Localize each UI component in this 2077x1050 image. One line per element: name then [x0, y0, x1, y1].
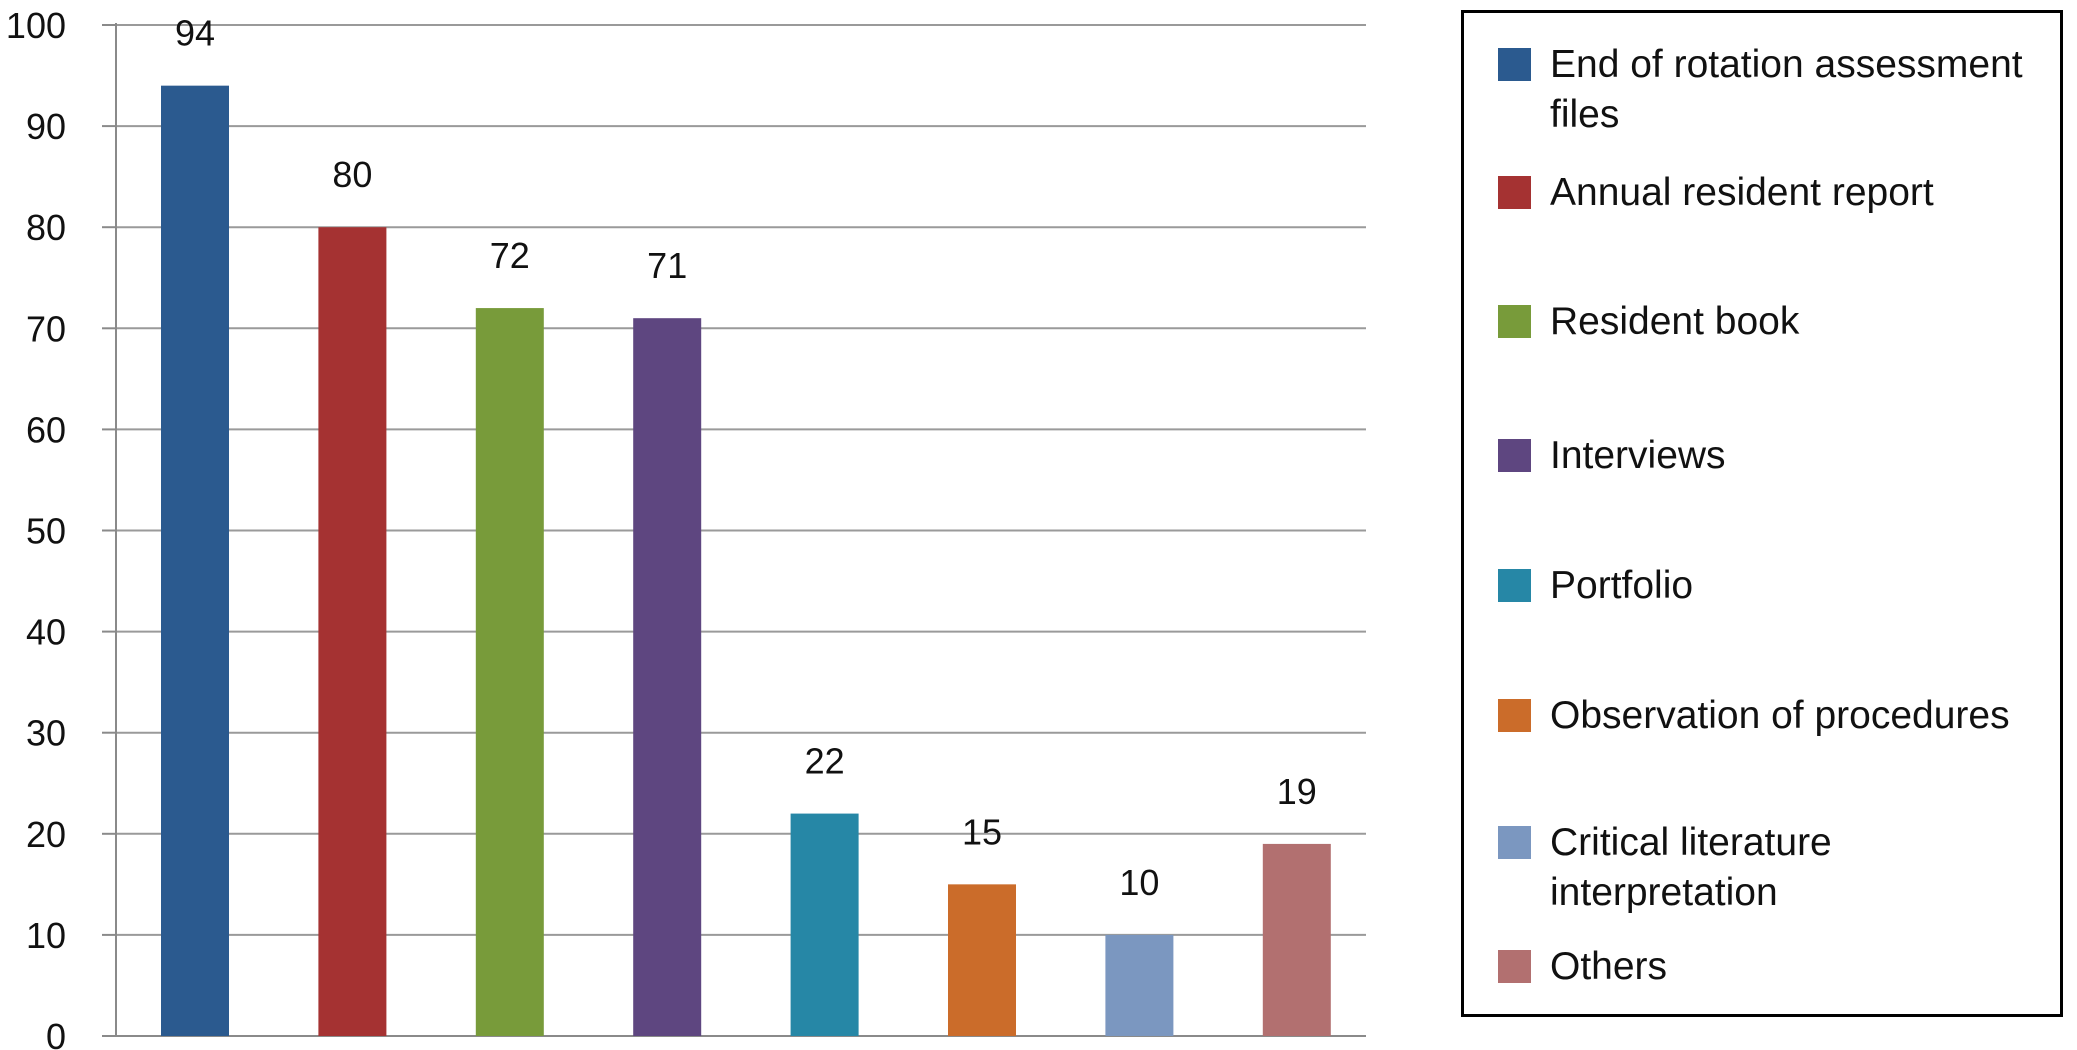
y-tick-label: 20 — [26, 814, 66, 855]
legend-label: Critical literature interpretation — [1550, 821, 1832, 914]
y-tick-label: 70 — [26, 308, 66, 349]
legend-item-observation-of-procedures: Observation of procedures — [1498, 691, 2058, 741]
bar — [318, 227, 387, 1036]
legend-item-resident-book: Resident book — [1498, 297, 2058, 347]
legend: End of rotation assessment files Annual … — [1461, 10, 2063, 1017]
legend-swatch — [1498, 950, 1531, 983]
y-tick-label: 30 — [26, 713, 66, 754]
data-label: 94 — [175, 13, 215, 54]
data-label: 10 — [1119, 862, 1159, 903]
y-tick-label: 50 — [26, 511, 66, 552]
y-tick-label: 90 — [26, 106, 66, 147]
legend-swatch — [1498, 48, 1531, 81]
plot-area: 0 10 20 30 40 50 60 70 80 90 100 94 80 72 71 22 15 10 19 — [6, 5, 1366, 1050]
bar — [475, 308, 544, 1037]
legend-item-others: Others — [1498, 942, 2058, 992]
legend-swatch — [1498, 699, 1531, 732]
bar — [1105, 934, 1174, 1036]
bar — [1262, 843, 1331, 1036]
legend-item-interviews: Interviews — [1498, 431, 2058, 481]
y-tick-label: 40 — [26, 612, 66, 653]
data-label: 71 — [647, 245, 687, 286]
legend-item-critical-literature: Critical literature interpretation — [1498, 818, 2058, 918]
y-tick-label: 60 — [26, 409, 66, 450]
legend-label: Resident book — [1550, 300, 1800, 343]
bar — [161, 85, 229, 1036]
bar — [633, 318, 702, 1036]
data-label: 72 — [490, 235, 530, 276]
legend-swatch — [1498, 826, 1531, 859]
y-tick-label: 80 — [26, 207, 66, 248]
legend-label: Interviews — [1550, 434, 1726, 477]
legend-swatch — [1498, 569, 1531, 602]
legend-swatch — [1498, 439, 1531, 472]
legend-item-portfolio: Portfolio — [1498, 561, 2058, 611]
legend-swatch — [1498, 305, 1531, 338]
y-tick-label: 100 — [6, 5, 66, 46]
legend-label: Annual resident report — [1550, 171, 1934, 214]
data-label: 80 — [332, 154, 372, 195]
y-tick-label: 10 — [26, 915, 66, 956]
legend-label: Observation of procedures — [1550, 694, 2010, 737]
legend-swatch — [1498, 176, 1531, 209]
y-tick-label: 0 — [46, 1016, 66, 1050]
data-label: 15 — [962, 811, 1002, 852]
legend-label: Others — [1550, 945, 1668, 988]
legend-item-annual-resident-report: Annual resident report — [1498, 168, 2058, 218]
legend-label: Portfolio — [1550, 564, 1694, 607]
bar — [790, 813, 859, 1036]
legend-label: End of rotation assessment files — [1550, 43, 2023, 136]
bar — [948, 884, 1016, 1036]
data-label: 22 — [805, 741, 845, 782]
legend-item-end-of-rotation: End of rotation assessment files — [1498, 40, 2058, 140]
data-label: 19 — [1277, 771, 1317, 812]
